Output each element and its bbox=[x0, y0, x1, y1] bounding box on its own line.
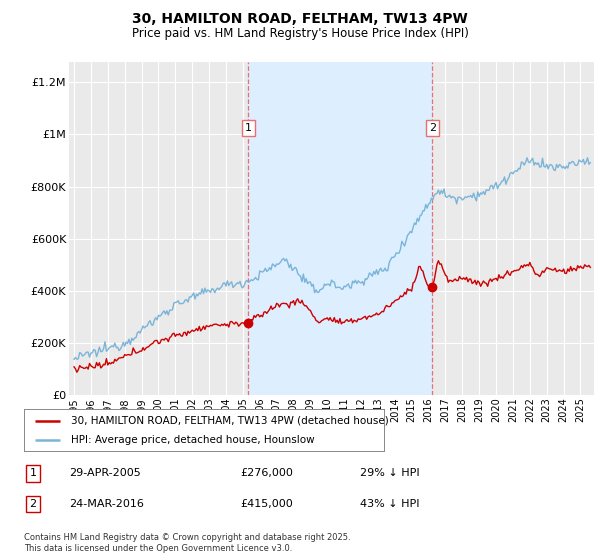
Text: 2: 2 bbox=[29, 499, 37, 509]
Text: 43% ↓ HPI: 43% ↓ HPI bbox=[360, 499, 419, 509]
Text: HPI: Average price, detached house, Hounslow: HPI: Average price, detached house, Houn… bbox=[71, 435, 314, 445]
Text: Contains HM Land Registry data © Crown copyright and database right 2025.
This d: Contains HM Land Registry data © Crown c… bbox=[24, 533, 350, 553]
Text: Price paid vs. HM Land Registry's House Price Index (HPI): Price paid vs. HM Land Registry's House … bbox=[131, 27, 469, 40]
Bar bbox=[248, 62, 433, 395]
Text: 29-APR-2005: 29-APR-2005 bbox=[69, 468, 141, 478]
Text: £415,000: £415,000 bbox=[240, 499, 293, 509]
Text: 1: 1 bbox=[29, 468, 37, 478]
Text: £276,000: £276,000 bbox=[240, 468, 293, 478]
Text: 29% ↓ HPI: 29% ↓ HPI bbox=[360, 468, 419, 478]
Text: 30, HAMILTON ROAD, FELTHAM, TW13 4PW (detached house): 30, HAMILTON ROAD, FELTHAM, TW13 4PW (de… bbox=[71, 416, 389, 426]
Text: 24-MAR-2016: 24-MAR-2016 bbox=[69, 499, 144, 509]
Text: 30, HAMILTON ROAD, FELTHAM, TW13 4PW: 30, HAMILTON ROAD, FELTHAM, TW13 4PW bbox=[132, 12, 468, 26]
Text: 2: 2 bbox=[429, 123, 436, 133]
Text: 1: 1 bbox=[245, 123, 252, 133]
